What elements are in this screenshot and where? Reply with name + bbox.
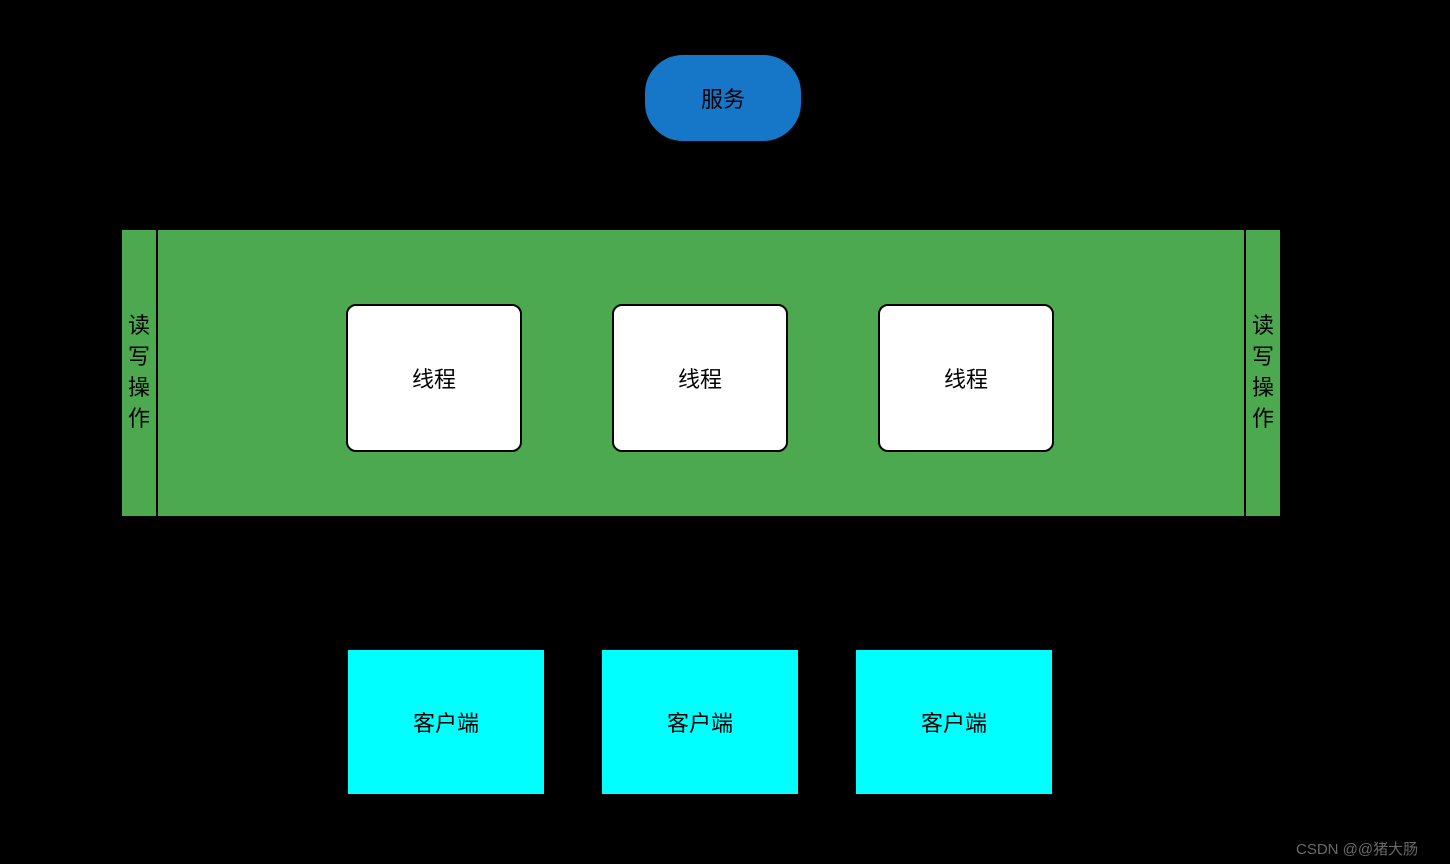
client-box-0: 客户端	[346, 648, 546, 796]
client-box-2: 客户端	[854, 648, 1054, 796]
watermark-text: CSDN @@猪大肠	[1296, 841, 1418, 858]
diagram-canvas: 读写操作 读写操作 服务 线程 线程 线程 客户端 客户端 客户端 CSDN @@猪大肠	[0, 0, 1450, 864]
service-label: 服务	[701, 82, 745, 114]
thread-label: 线程	[412, 362, 456, 394]
side-label-right-text: 读写操作	[1252, 311, 1274, 434]
service-node: 服务	[643, 53, 803, 143]
thread-label: 线程	[944, 362, 988, 394]
thread-label: 线程	[678, 362, 722, 394]
thread-box-1: 线程	[612, 304, 788, 452]
thread-box-2: 线程	[878, 304, 1054, 452]
side-label-left: 读写操作	[120, 228, 158, 518]
client-label: 客户端	[667, 706, 733, 738]
watermark: CSDN @@猪大肠	[1296, 838, 1418, 859]
client-label: 客户端	[921, 706, 987, 738]
side-label-left-text: 读写操作	[128, 311, 150, 434]
side-label-right: 读写操作	[1244, 228, 1282, 518]
thread-box-0: 线程	[346, 304, 522, 452]
client-box-1: 客户端	[600, 648, 800, 796]
client-label: 客户端	[413, 706, 479, 738]
